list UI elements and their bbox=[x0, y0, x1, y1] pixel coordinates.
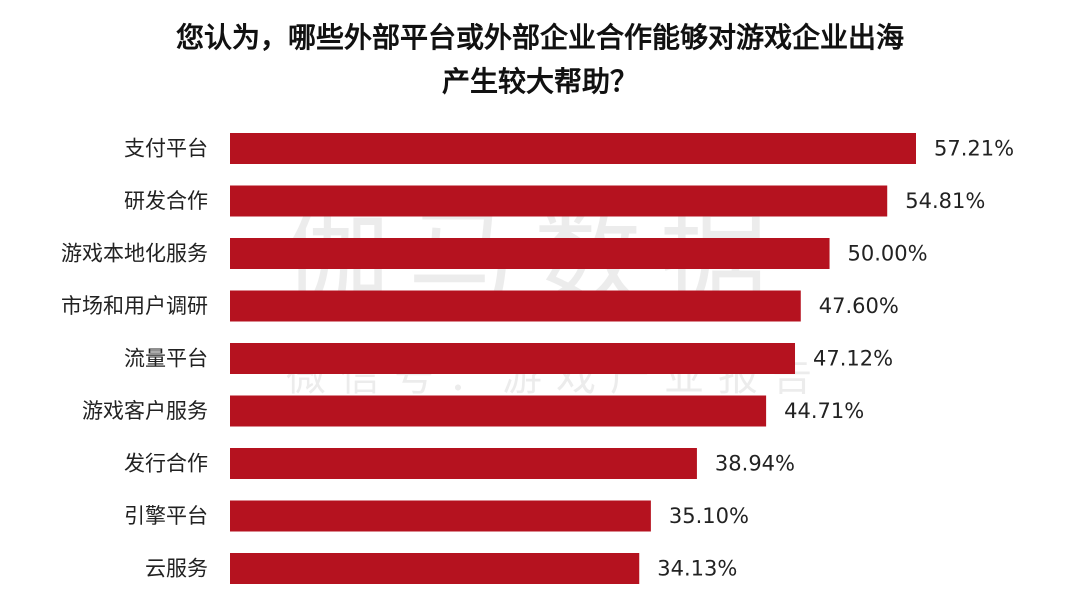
value-label: 38.94% bbox=[715, 452, 795, 476]
category-label: 发行合作 bbox=[124, 452, 208, 476]
category-label: 市场和用户调研 bbox=[61, 294, 208, 318]
value-label: 35.10% bbox=[669, 504, 749, 528]
category-label: 引擎平台 bbox=[124, 504, 208, 528]
category-label: 研发合作 bbox=[124, 189, 208, 213]
bar bbox=[230, 448, 697, 479]
value-label: 47.60% bbox=[819, 294, 899, 318]
category-label: 支付平台 bbox=[124, 137, 208, 161]
chart-title-line-1: 您认为，哪些外部平台或外部企业合作能够对游戏企业出海 bbox=[175, 21, 904, 54]
bar bbox=[230, 395, 767, 427]
value-label: 57.21% bbox=[934, 137, 1014, 161]
bar bbox=[230, 343, 796, 374]
value-label: 34.13% bbox=[657, 557, 737, 581]
chart-title-line-2: 产生较大帮助？ bbox=[441, 65, 638, 98]
value-label: 44.71% bbox=[784, 399, 864, 423]
value-label: 50.00% bbox=[848, 242, 928, 266]
bar bbox=[230, 238, 830, 269]
bar bbox=[230, 290, 801, 322]
bar bbox=[230, 500, 651, 532]
category-label: 游戏客户服务 bbox=[82, 399, 208, 423]
bar bbox=[230, 553, 640, 584]
chart-title: 您认为，哪些外部平台或外部企业合作能够对游戏企业出海 产生较大帮助？ bbox=[0, 16, 1080, 104]
category-label: 流量平台 bbox=[124, 347, 208, 371]
bar bbox=[230, 133, 916, 164]
category-label: 游戏本地化服务 bbox=[61, 242, 208, 266]
value-label: 54.81% bbox=[905, 189, 985, 213]
category-label: 云服务 bbox=[145, 557, 208, 581]
bar bbox=[230, 185, 888, 217]
value-label: 47.12% bbox=[813, 347, 893, 371]
